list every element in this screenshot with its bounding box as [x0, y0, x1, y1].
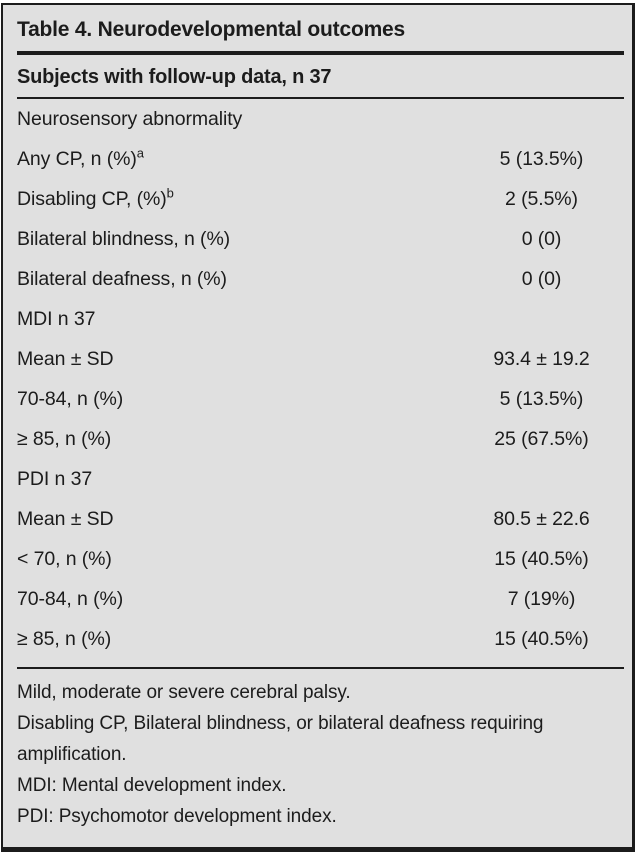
- table-row: ≥ 85, n (%) 25 (67.5%): [17, 419, 624, 459]
- table-subtitle: Subjects with follow-up data, n 37: [17, 66, 332, 88]
- footnote-marker: b: [166, 185, 174, 201]
- footnote-marker: a: [136, 145, 144, 161]
- table-body: Neurosensory abnormality Any CP, n (%)a …: [17, 99, 624, 659]
- table-row: Bilateral blindness, n (%) 0 (0): [17, 219, 624, 259]
- row-value: 5 (13.5%): [499, 388, 584, 410]
- row-value: 15 (40.5%): [494, 628, 589, 650]
- table-row: < 70, n (%) 15 (40.5%): [17, 539, 624, 579]
- table-card: Table 4. Neurodevelopmental outcomes Sub…: [1, 3, 635, 852]
- table-row: PDI n 37: [17, 459, 624, 499]
- row-value: 0 (0): [521, 228, 562, 250]
- row-value: 7 (19%): [507, 588, 576, 610]
- table-row: Mean ± SD 93.4 ± 19.2: [17, 339, 624, 379]
- row-label: Neurosensory abnormality: [17, 108, 243, 130]
- row-value: [459, 299, 624, 339]
- footnote: Mild, moderate or severe cerebral palsy.: [17, 682, 351, 703]
- table-row: Any CP, n (%)a 5 (13.5%): [17, 139, 624, 179]
- row-value: 25 (67.5%): [494, 428, 589, 450]
- table-row: 70-84, n (%) 7 (19%): [17, 579, 624, 619]
- title-rule: [17, 51, 624, 55]
- table-title: Table 4. Neurodevelopmental outcomes: [17, 18, 406, 41]
- footnote: Disabling CP, Bilateral blindness, or bi…: [17, 713, 544, 765]
- footnote-rule: [17, 667, 624, 669]
- row-label: ≥ 85, n (%): [17, 428, 112, 450]
- row-value: 0 (0): [521, 268, 562, 290]
- table-row: MDI n 37: [17, 299, 624, 339]
- row-value: [459, 459, 624, 499]
- table-row: 70-84, n (%) 5 (13.5%): [17, 379, 624, 419]
- row-label: Bilateral deafness, n (%): [17, 268, 227, 290]
- row-label: 70-84, n (%): [17, 388, 124, 410]
- row-label: Bilateral blindness, n (%): [17, 228, 231, 250]
- row-value: 15 (40.5%): [494, 548, 589, 570]
- table-row: ≥ 85, n (%) 15 (40.5%): [17, 619, 624, 659]
- footnotes: Mild, moderate or severe cerebral palsy.…: [17, 669, 624, 832]
- table-row: Mean ± SD 80.5 ± 22.6: [17, 499, 624, 539]
- row-label: Any CP, n (%)a: [17, 145, 144, 171]
- row-label: Mean ± SD: [17, 348, 114, 370]
- row-label: 70-84, n (%): [17, 588, 124, 610]
- footnote: PDI: Psychomotor development index.: [17, 806, 337, 827]
- row-value: [459, 99, 624, 139]
- row-label: PDI n 37: [17, 468, 93, 490]
- table-row: Bilateral deafness, n (%) 0 (0): [17, 259, 624, 299]
- row-value: 5 (13.5%): [499, 148, 584, 170]
- row-value: 2 (5.5%): [505, 188, 578, 210]
- row-value: 93.4 ± 19.2: [493, 348, 590, 370]
- table-row: Neurosensory abnormality: [17, 99, 624, 139]
- row-label: Disabling CP, (%)b: [17, 185, 174, 211]
- table-row: Disabling CP, (%)b 2 (5.5%): [17, 179, 624, 219]
- row-label: Mean ± SD: [17, 508, 114, 530]
- footnote: MDI: Mental development index.: [17, 775, 287, 796]
- row-label: ≥ 85, n (%): [17, 628, 112, 650]
- subtitle-rule: [17, 97, 624, 99]
- row-value: 80.5 ± 22.6: [493, 508, 590, 530]
- row-label: < 70, n (%): [17, 548, 112, 570]
- row-label: MDI n 37: [17, 308, 96, 330]
